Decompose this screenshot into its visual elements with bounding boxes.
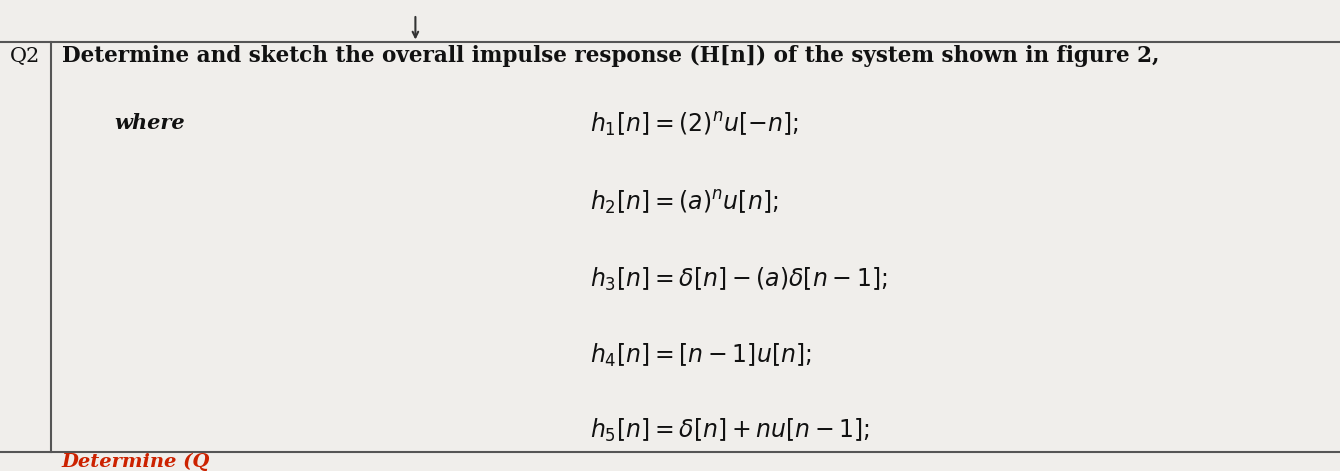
Text: Determine and sketch the overall impulse response (H[n]) of the system shown in : Determine and sketch the overall impulse… xyxy=(62,45,1159,67)
Text: $h_5[n] = \delta[n] + nu[n-1];$: $h_5[n] = \delta[n] + nu[n-1];$ xyxy=(590,417,870,444)
Text: where: where xyxy=(114,113,185,133)
Text: Determine (Q: Determine (Q xyxy=(62,453,210,471)
Text: Q2: Q2 xyxy=(11,47,40,66)
Text: $h_4[n] = [n-1]u[n];$: $h_4[n] = [n-1]u[n];$ xyxy=(590,341,811,369)
Text: $h_3[n] = \delta[n] - (a)\delta[n-1];$: $h_3[n] = \delta[n] - (a)\delta[n-1];$ xyxy=(590,266,887,293)
Text: $h_1[n] = (2)^n u[-n];$: $h_1[n] = (2)^n u[-n];$ xyxy=(590,111,799,139)
Text: $h_2[n] = (a)^n u[n];$: $h_2[n] = (a)^n u[n];$ xyxy=(590,188,779,217)
